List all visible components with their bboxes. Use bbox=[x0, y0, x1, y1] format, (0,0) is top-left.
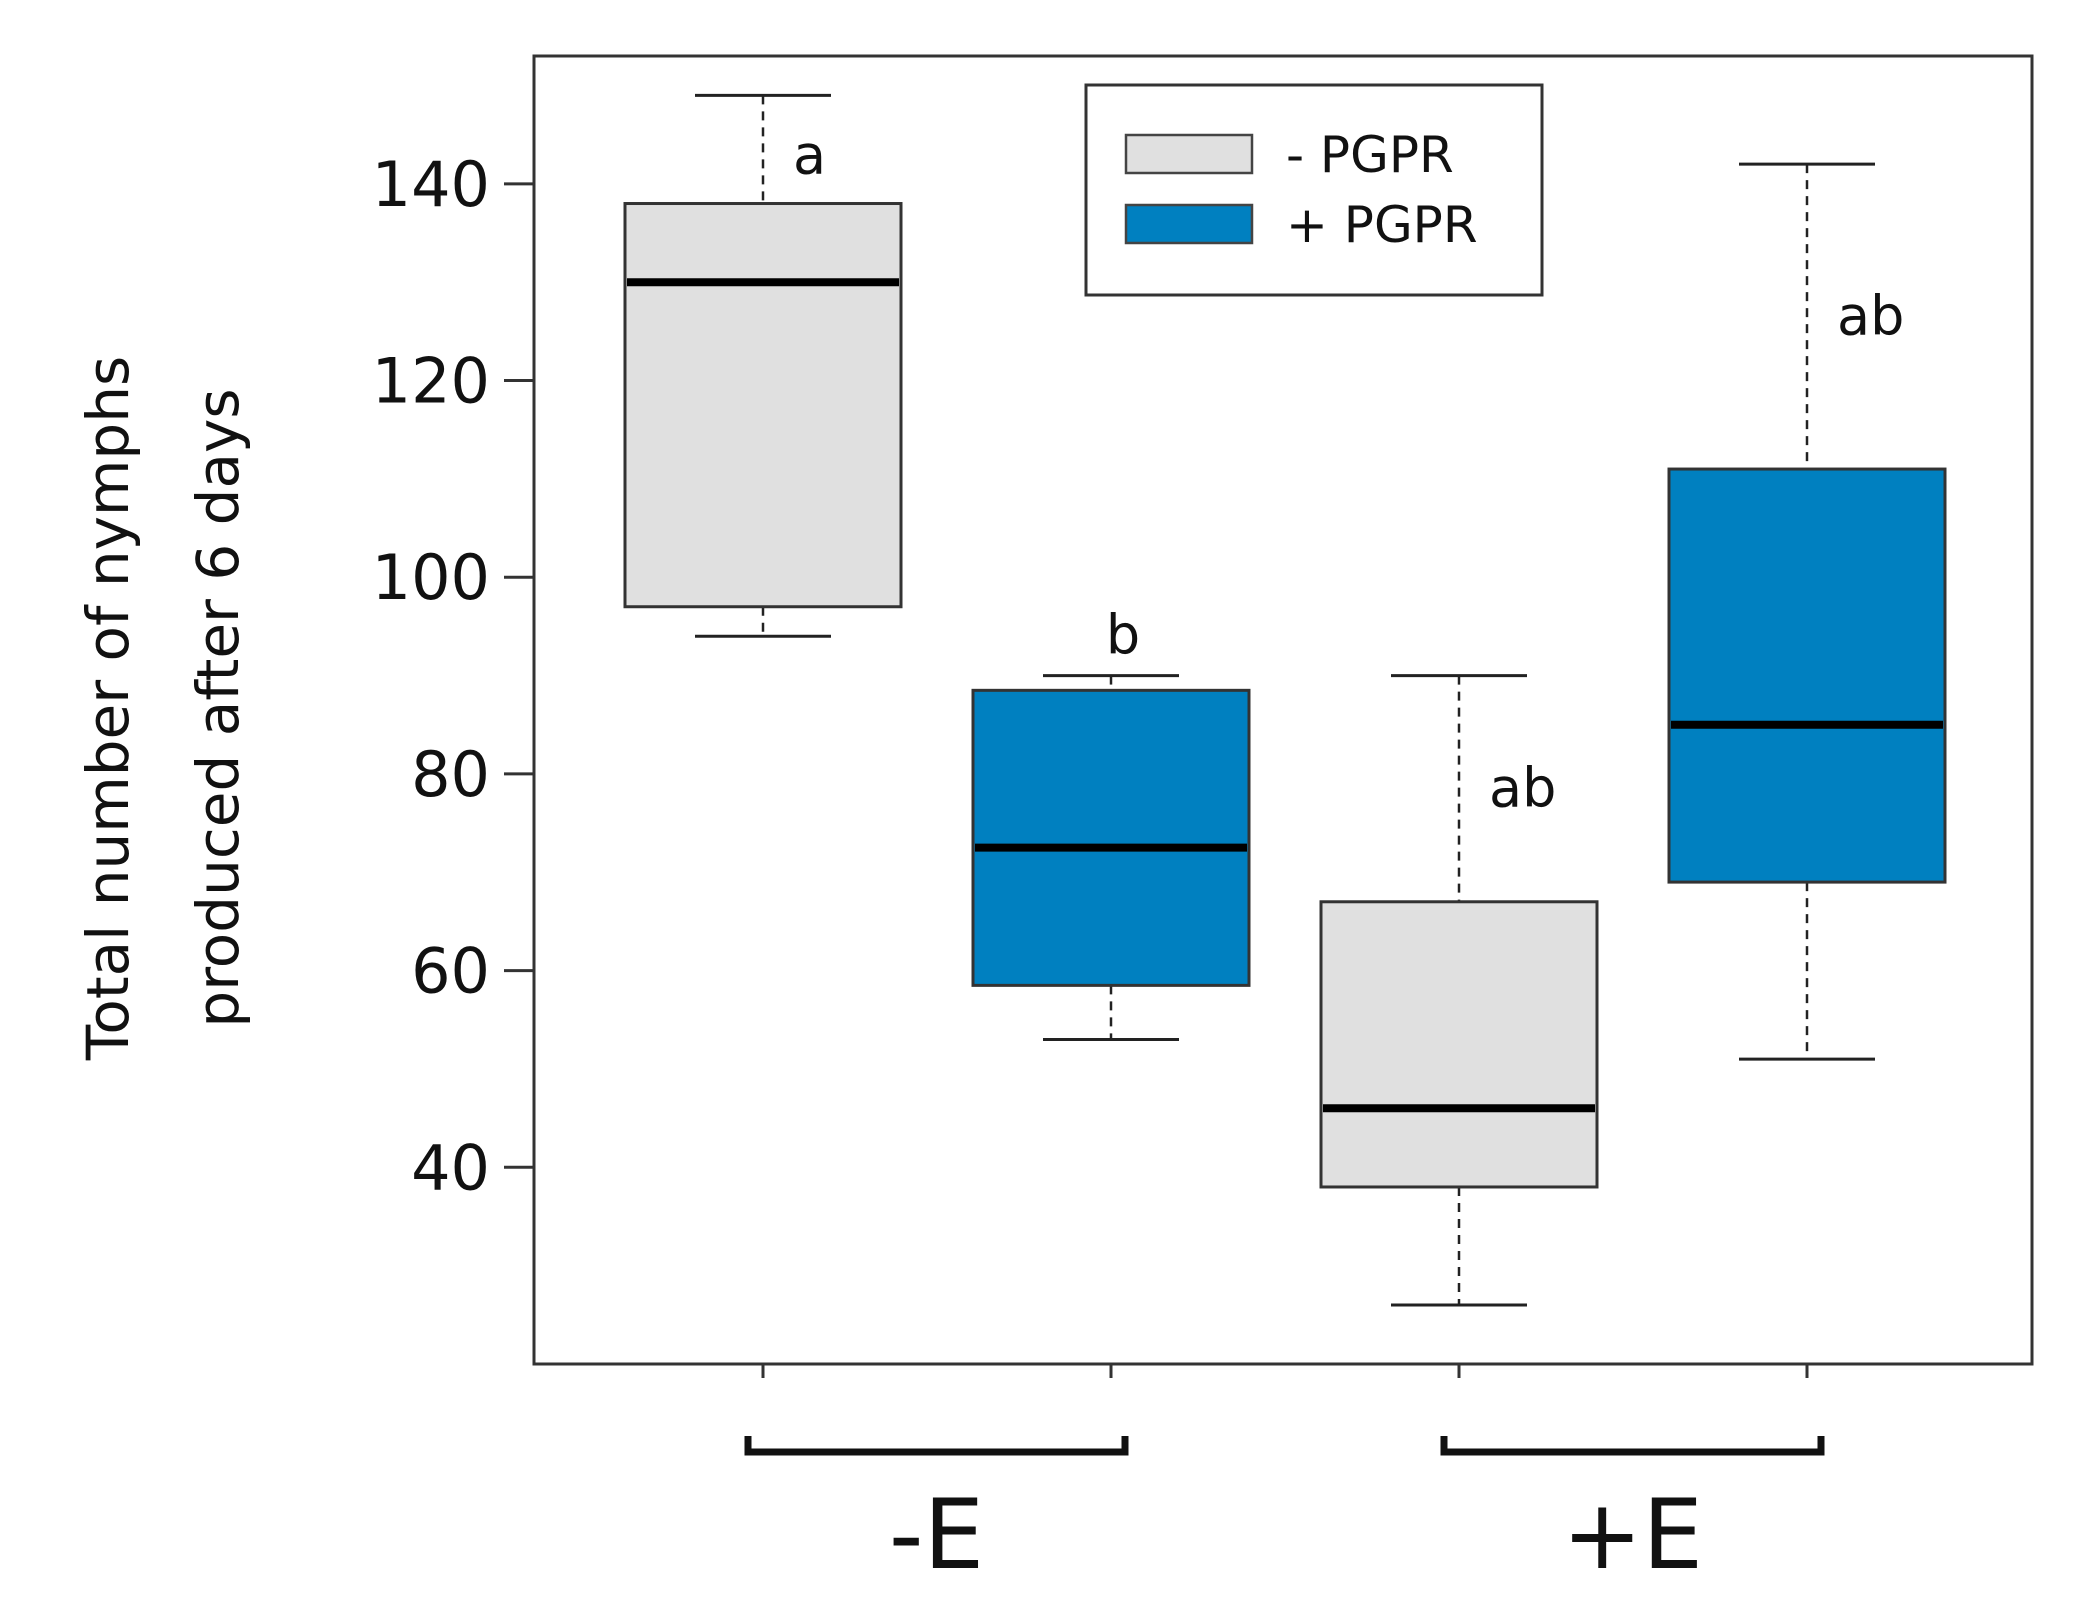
group-bracket bbox=[744, 1436, 1129, 1456]
significance-label: ab bbox=[1489, 757, 1556, 820]
legend-label-plus-pgpr: + PGPR bbox=[1286, 196, 1478, 254]
box-1: b bbox=[971, 604, 1251, 1041]
legend: - PGPR + PGPR bbox=[1084, 83, 1544, 297]
group-label: -E bbox=[889, 1479, 984, 1591]
x-axis-ticks bbox=[761, 1364, 1809, 1378]
box-0: a bbox=[623, 93, 903, 638]
plot-frame bbox=[532, 54, 2034, 1366]
significance-label: b bbox=[1106, 604, 1140, 667]
y-axis: 40 60 80 100 120 140 bbox=[372, 148, 534, 1204]
y-tick-label-80: 80 bbox=[411, 738, 490, 811]
box-3: ab bbox=[1667, 162, 1947, 1061]
significance-label: ab bbox=[1837, 285, 1904, 348]
box-iqr bbox=[1319, 900, 1599, 1189]
y-tick-label-60: 60 bbox=[411, 935, 490, 1008]
box-iqr bbox=[971, 688, 1251, 987]
group-0: -E bbox=[744, 1436, 1129, 1591]
y-tick-label-100: 100 bbox=[372, 541, 490, 614]
box-2: ab bbox=[1319, 674, 1599, 1307]
legend-swatch-minus-pgpr bbox=[1124, 133, 1254, 175]
legend-swatch-plus-pgpr bbox=[1124, 203, 1254, 245]
group-brackets: -E +E bbox=[744, 1436, 1825, 1591]
legend-frame bbox=[1084, 83, 1544, 297]
box-iqr bbox=[623, 202, 903, 609]
legend-label-minus-pgpr: - PGPR bbox=[1286, 126, 1454, 184]
y-tick-label-140: 140 bbox=[372, 148, 490, 221]
significance-label: a bbox=[793, 123, 826, 186]
group-bracket bbox=[1440, 1436, 1825, 1456]
y-tick-label-120: 120 bbox=[372, 345, 490, 418]
box-iqr bbox=[1667, 467, 1947, 884]
y-tick-label-40: 40 bbox=[411, 1131, 490, 1204]
group-1: +E bbox=[1440, 1436, 1825, 1591]
y-axis-label-line-2: produced after 6 days bbox=[184, 388, 252, 1027]
y-axis-label-line-1: Total number of nymphs bbox=[74, 356, 142, 1061]
group-label: +E bbox=[1562, 1479, 1703, 1591]
